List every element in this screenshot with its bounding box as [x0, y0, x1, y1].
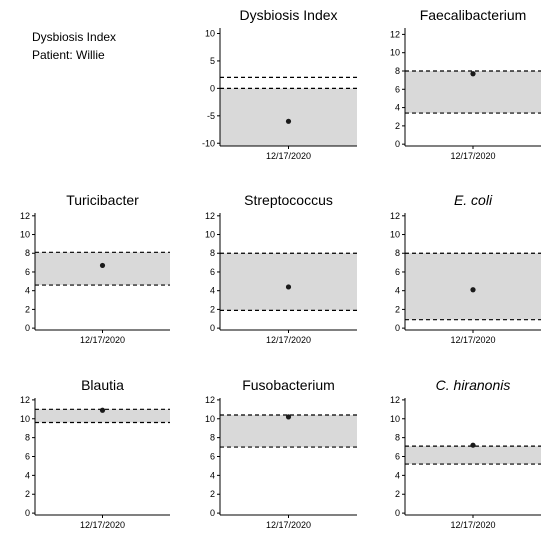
y-tick-label: 12 [20, 395, 30, 405]
y-tick-label: 2 [25, 489, 30, 499]
data-point [470, 71, 476, 77]
y-tick-label: 12 [390, 29, 400, 39]
y-tick-label: 2 [210, 489, 215, 499]
reference-band [35, 409, 170, 423]
x-tick-label: 12/17/2020 [450, 151, 495, 161]
x-tick-label: 12/17/2020 [80, 335, 125, 345]
report-title: Dysbiosis Index [32, 30, 117, 44]
y-tick-label: 8 [25, 248, 30, 258]
data-point [470, 287, 476, 293]
panel-1: Dysbiosis Index 10 5 0 -5 -10 12/17/2020 [202, 7, 357, 161]
data-point [285, 414, 292, 420]
y-tick-label: 0 [25, 323, 30, 333]
y-tick-label: 10 [390, 414, 400, 424]
y-tick-label: 10 [205, 28, 215, 38]
y-tick-label: 6 [395, 84, 400, 94]
x-tick-label: 12/17/2020 [266, 151, 311, 161]
panel-4: Streptococcus 12 10 8 6 4 2 0 12/17/2020 [205, 192, 357, 345]
reference-band [405, 446, 541, 465]
y-tick-label: 8 [210, 248, 215, 258]
y-tick-label: 6 [210, 452, 215, 462]
y-tick-label: 6 [210, 267, 215, 277]
y-tick-label: 0 [210, 83, 215, 93]
y-tick-label: 12 [205, 395, 215, 405]
reference-band [220, 414, 357, 448]
y-tick-label: 4 [210, 470, 215, 480]
y-tick-label: 12 [390, 211, 400, 221]
reference-band [35, 252, 170, 286]
y-tick-label: 6 [25, 452, 30, 462]
y-tick-label: 10 [390, 48, 400, 58]
y-tick-label: 8 [25, 433, 30, 443]
y-tick-label: 8 [395, 433, 400, 443]
y-tick-label: 0 [210, 323, 215, 333]
data-point [285, 284, 292, 290]
y-tick-label: 10 [205, 414, 215, 424]
data-point [470, 442, 476, 448]
y-tick-label: -10 [202, 138, 215, 148]
panel-title: Fusobacterium [242, 377, 335, 393]
reference-band [220, 88, 357, 146]
y-tick-label: 0 [210, 508, 215, 518]
y-tick-label: 4 [25, 286, 30, 296]
panel-title: E. coli [454, 192, 493, 208]
y-tick-label: 4 [25, 470, 30, 480]
y-tick-label: 0 [395, 508, 400, 518]
data-point [99, 262, 106, 269]
panel-title: Blautia [81, 377, 124, 393]
panel-title: Turicibacter [66, 192, 139, 208]
y-tick-label: 6 [395, 452, 400, 462]
y-tick-label: 2 [395, 489, 400, 499]
reference-band [220, 253, 357, 311]
x-tick-label: 12/17/2020 [266, 520, 311, 530]
panel-8: C. hiranonis 12 10 8 6 4 2 0 12/17/2020 [390, 377, 541, 530]
y-tick-label: 0 [25, 508, 30, 518]
y-tick-label: 4 [395, 470, 400, 480]
reference-band [405, 253, 541, 320]
y-tick-label: 8 [210, 433, 215, 443]
panel-6: Blautia 12 10 8 6 4 2 0 12/17/2020 [20, 377, 170, 530]
x-tick-label: 12/17/2020 [266, 335, 311, 345]
y-tick-label: 10 [390, 230, 400, 240]
y-tick-label: 8 [395, 248, 400, 258]
y-tick-label: 6 [395, 267, 400, 277]
y-tick-label: 2 [210, 304, 215, 314]
y-tick-label: 10 [20, 230, 30, 240]
x-tick-label: 12/17/2020 [450, 335, 495, 345]
y-tick-label: 6 [25, 267, 30, 277]
y-tick-label: 0 [395, 139, 400, 149]
panel-5: E. coli 12 10 8 6 4 2 0 12/17/2020 [390, 192, 541, 345]
y-tick-label: 12 [20, 211, 30, 221]
x-tick-label: 12/17/2020 [450, 520, 495, 530]
y-tick-label: 2 [395, 121, 400, 131]
data-point [99, 407, 106, 413]
y-tick-label: 2 [395, 304, 400, 314]
y-tick-label: -5 [207, 111, 215, 121]
y-tick-label: 4 [395, 286, 400, 296]
patient-name: Patient: Willie [32, 48, 105, 62]
panel-3: Turicibacter 12 10 8 6 4 2 0 12/17/2020 [20, 192, 170, 345]
x-tick-label: 12/17/2020 [80, 520, 125, 530]
y-tick-label: 4 [210, 286, 215, 296]
y-tick-label: 5 [210, 56, 215, 66]
panel-title: Dysbiosis Index [239, 7, 337, 23]
y-tick-label: 0 [395, 323, 400, 333]
reference-band [405, 70, 541, 114]
y-tick-label: 4 [395, 103, 400, 113]
y-tick-label: 8 [395, 66, 400, 76]
panel-title: C. hiranonis [436, 377, 511, 393]
y-tick-label: 12 [205, 211, 215, 221]
data-point [285, 118, 292, 124]
panel-7: Fusobacterium 12 10 8 6 4 2 0 12/17/2020 [205, 377, 357, 530]
y-tick-label: 10 [20, 414, 30, 424]
y-tick-label: 10 [205, 230, 215, 240]
panel-2: Faecalibacterium 12 10 8 6 4 2 0 12/17/2020 [390, 7, 541, 161]
panel-title: Faecalibacterium [420, 7, 527, 23]
y-tick-label: 12 [390, 395, 400, 405]
panel-title: Streptococcus [244, 192, 333, 208]
y-tick-label: 2 [25, 304, 30, 314]
